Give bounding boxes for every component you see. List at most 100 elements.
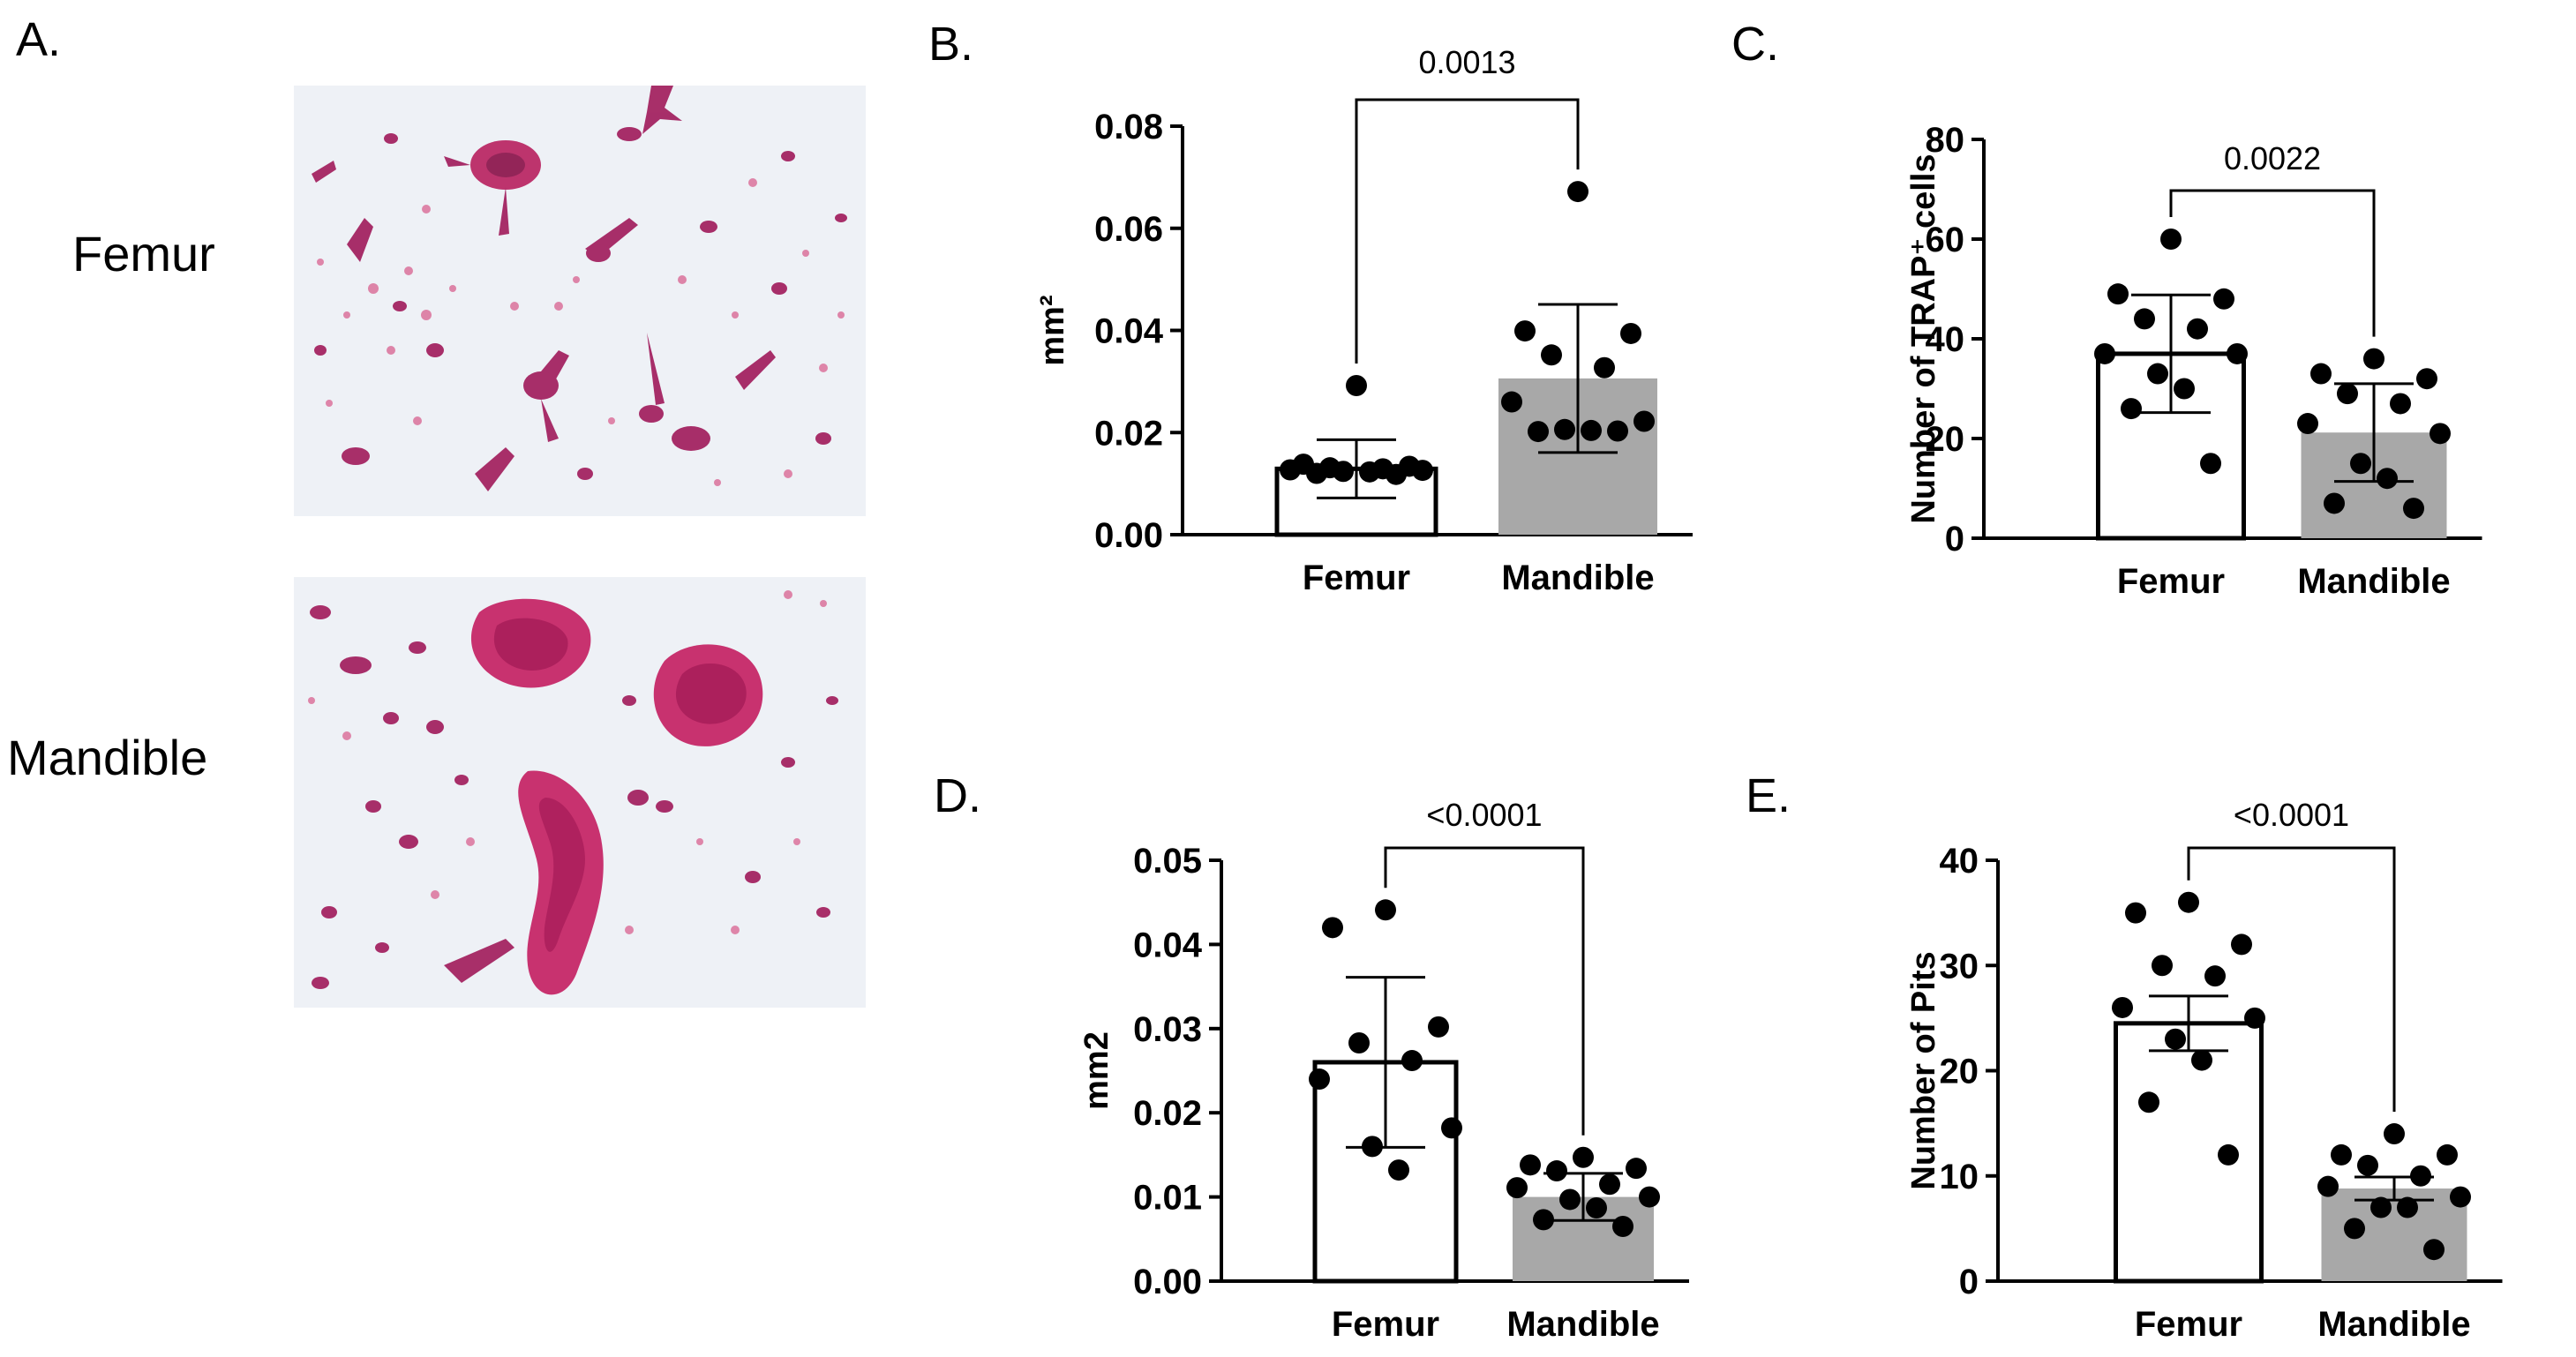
chart-c-data-point-femur <box>2200 453 2221 475</box>
chart-d-data-point-femur <box>1401 1050 1423 1072</box>
chart-d-data-point-mandible <box>1546 1160 1567 1182</box>
mandible-micrograph-image <box>294 577 866 1008</box>
chart-e-ytick-label: 40 <box>1940 842 1979 881</box>
chart-b-data-point-mandible <box>1581 419 1602 441</box>
chart-b-ytick-label: 0.00 <box>1094 516 1163 555</box>
chart-e-bar-mandible <box>2321 1188 2467 1281</box>
chart-b-ytick-label: 0.04 <box>1094 312 1164 351</box>
chart-c-data-point-femur <box>2213 288 2234 310</box>
chart-c-data-point-femur <box>2147 363 2168 385</box>
chart-d-data-point-mandible <box>1506 1177 1528 1199</box>
panel-a-letter: A. <box>16 13 62 66</box>
femur-row-label: Femur <box>72 226 215 281</box>
chart-e-ytick-label: 10 <box>1940 1158 1979 1196</box>
chart-c-panel-letter: C. <box>1731 18 1779 71</box>
chart-d-data-point-mandible <box>1533 1209 1554 1231</box>
chart-e-bar-femur <box>2114 1021 2264 1284</box>
chart-c-ytick-label: 60 <box>1926 221 1965 259</box>
chart-e-significance-bracket <box>2187 846 2396 1113</box>
chart-d-data-point-femur <box>1375 899 1396 921</box>
chart-e-data-point-femur <box>2125 902 2146 924</box>
chart-b-pvalue: 0.0013 <box>1418 44 1515 80</box>
chart-c-data-point-femur <box>2160 229 2182 250</box>
chart-c-data-point-mandible <box>2350 453 2371 475</box>
chart-c-ytick-label: 80 <box>1926 121 1965 160</box>
chart-c-category-label-mandible: Mandible <box>2297 562 2450 601</box>
chart-b-significance-bracket <box>1355 98 1580 364</box>
chart-b-ytick-label: 0.08 <box>1094 108 1163 146</box>
chart-b-data-point-mandible <box>1633 410 1655 432</box>
chart-e-data-point-mandible <box>2344 1218 2365 1240</box>
chart-e-data-point-mandible <box>2450 1186 2471 1208</box>
chart-e-panel-letter: E. <box>1746 769 1791 822</box>
chart-e-data-point-femur <box>2165 1028 2186 1050</box>
chart-e-data-point-femur <box>2178 891 2199 913</box>
chart-e-data-point-femur <box>2138 1091 2159 1113</box>
chart-d-data-point-femur <box>1441 1117 1462 1139</box>
chart-d-ytick-label: 0.05 <box>1133 842 1202 881</box>
chart-e-data-point-mandible <box>2423 1239 2445 1261</box>
chart-b-data-point-mandible <box>1501 391 1522 413</box>
chart-c-data-point-mandible <box>2430 423 2451 445</box>
chart-d-ytick-label: 0.00 <box>1133 1263 1202 1301</box>
chart-e-data-point-mandible <box>2410 1165 2431 1187</box>
chart-b-ylabel: mm² <box>1034 295 1071 365</box>
chart-d-data-point-femur <box>1348 1032 1370 1054</box>
chart-b-data-point-femur <box>1306 462 1327 484</box>
chart-d-ytick-label: 0.02 <box>1133 1094 1202 1133</box>
chart-e-data-point-femur <box>2152 955 2173 977</box>
chart-d-data-point-femur <box>1388 1159 1409 1181</box>
chart-d-pvalue: <0.0001 <box>1426 797 1542 833</box>
chart-e-data-point-femur <box>2244 1007 2265 1029</box>
chart-c-data-point-femur <box>2094 342 2115 364</box>
chart-d-data-point-mandible <box>1599 1173 1620 1196</box>
chart-d-data-point-femur <box>1322 917 1343 939</box>
chart-c-ytick-label: 20 <box>1926 420 1965 459</box>
chart-e-data-point-mandible <box>2317 1175 2339 1197</box>
chart-d-ytick-label: 0.01 <box>1133 1179 1202 1218</box>
chart-d-significance-bracket <box>1384 846 1585 1136</box>
chart-c-ytick-label: 40 <box>1926 320 1965 359</box>
chart-e-data-point-femur <box>2112 996 2133 1018</box>
chart-b-data-point-mandible <box>1554 418 1575 440</box>
chart-e-data-point-mandible <box>2331 1143 2352 1166</box>
chart-c-data-point-mandible <box>2403 498 2424 520</box>
chart-b-data-point-femur <box>1359 461 1380 483</box>
chart-b-data-point-mandible <box>1528 421 1549 443</box>
chart-e-ytick-label: 20 <box>1940 1053 1979 1091</box>
chart-c-pvalue: 0.0022 <box>2224 140 2321 176</box>
chart-c-data-point-femur <box>2134 308 2155 330</box>
chart-d-category-label-mandible: Mandible <box>1506 1305 1659 1344</box>
chart-c-data-point-mandible <box>2390 393 2411 415</box>
chart-b-data-point-femur <box>1412 460 1433 482</box>
chart-e-category-label-mandible: Mandible <box>2317 1305 2470 1344</box>
mandible-row-label: Mandible <box>7 730 208 785</box>
chart-b-data-point-mandible <box>1607 420 1628 442</box>
chart-e-data-point-mandible <box>2397 1196 2418 1218</box>
chart-c-significance-bracket <box>2169 189 2376 337</box>
chart-e-pvalue: <0.0001 <box>2234 797 2349 833</box>
chart-d-data-point-mandible <box>1626 1158 1647 1180</box>
chart-c-data-point-mandible <box>2297 413 2318 435</box>
chart-b-data-point-mandible <box>1620 322 1641 344</box>
chart-b-data-point-femur <box>1280 459 1301 481</box>
chart-b-category-label-femur: Femur <box>1303 559 1410 597</box>
chart-c-data-point-mandible <box>2416 368 2437 390</box>
chart-b-data-point-mandible <box>1567 181 1588 203</box>
chart-b-ytick-label: 0.06 <box>1094 210 1163 249</box>
chart-b-category-label-mandible: Mandible <box>1501 559 1654 597</box>
chart-b-data-point-mandible <box>1541 344 1562 366</box>
chart-e-data-point-mandible <box>2437 1143 2458 1166</box>
chart-d-data-point-mandible <box>1520 1154 1541 1176</box>
chart-b-data-point-mandible <box>1594 356 1615 379</box>
chart-d-data-point-femur <box>1362 1136 1383 1158</box>
chart-d-category-label-femur: Femur <box>1332 1305 1439 1344</box>
chart-e-data-point-femur <box>2204 965 2226 987</box>
chart-e-ylabel: Number of Pits <box>1905 951 1942 1189</box>
chart-e-data-point-femur <box>2191 1049 2212 1071</box>
chart-e-data-point-mandible <box>2357 1154 2378 1176</box>
chart-c-data-point-mandible <box>2324 492 2345 514</box>
chart-c-data-point-femur <box>2121 398 2142 420</box>
chart-d-data-point-mandible <box>1586 1197 1607 1219</box>
chart-b-data-point-femur <box>1333 461 1354 483</box>
